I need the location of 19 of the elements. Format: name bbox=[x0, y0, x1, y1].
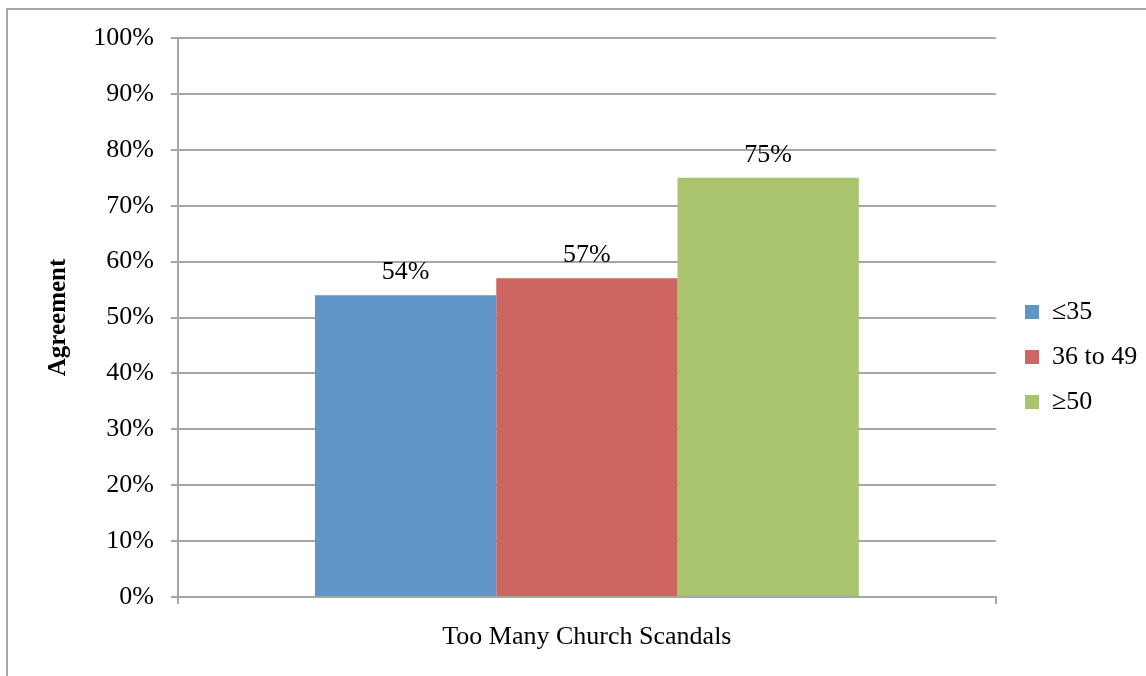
y-tick-label: 60% bbox=[106, 245, 154, 275]
y-tick-label: 80% bbox=[106, 133, 154, 163]
y-tick-label: 40% bbox=[106, 357, 154, 387]
y-tick-label: 100% bbox=[93, 21, 154, 51]
y-tick-label: 30% bbox=[106, 413, 154, 443]
data-label: 54% bbox=[381, 256, 430, 286]
y-tick-label: 50% bbox=[106, 301, 154, 331]
data-label: 75% bbox=[744, 138, 792, 168]
y-tick-label: 20% bbox=[106, 469, 154, 499]
y-tick-label: 90% bbox=[106, 77, 154, 107]
y-tick-label: 70% bbox=[106, 189, 154, 219]
legend-label: ≤35 bbox=[1052, 295, 1093, 325]
data-label: 57% bbox=[563, 239, 611, 269]
y-tick-label: 10% bbox=[106, 524, 154, 554]
y-axis-title: Agreement bbox=[43, 258, 71, 377]
legend-label: ≥50 bbox=[1052, 385, 1093, 415]
y-tick-label: 0% bbox=[119, 580, 154, 610]
x-tick-label: Too Many Church Scandals bbox=[442, 621, 732, 651]
legend-label: 36 to 49 bbox=[1052, 340, 1138, 370]
